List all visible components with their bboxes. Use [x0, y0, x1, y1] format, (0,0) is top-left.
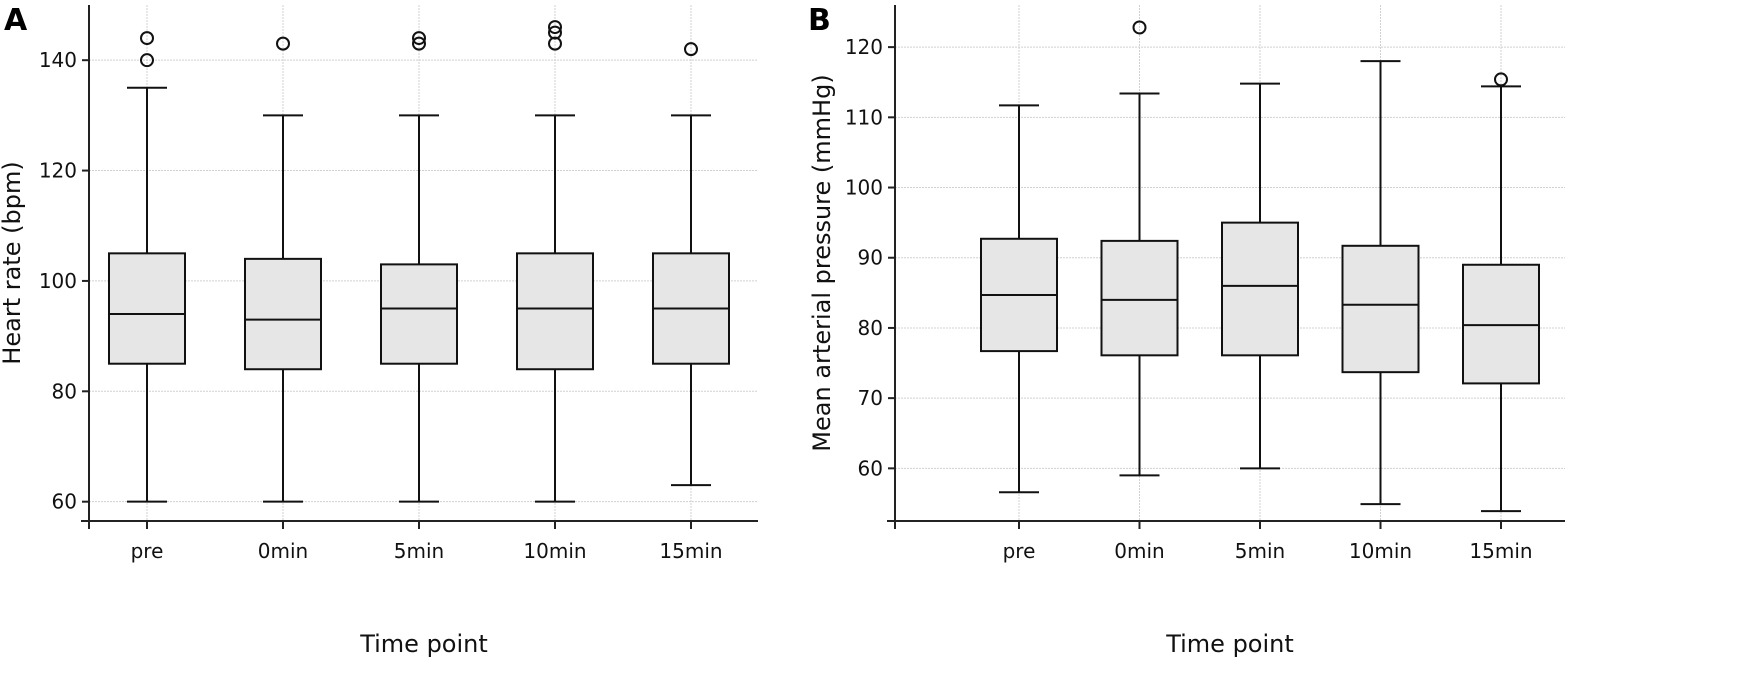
panel-b-y-tick-label: 70	[858, 386, 883, 410]
iqr-box	[108, 252, 186, 365]
panel-b-y-tick-label: 110	[845, 105, 883, 129]
panel-a-heart-rate: A Heart rate (bpm) Time point 60 80 100 120…	[0, 3, 758, 658]
panel-b-x-tick-label: pre	[1003, 539, 1036, 563]
panel-b-box-pre	[980, 104, 1058, 494]
panel-b-y-tick-label: 60	[858, 456, 883, 480]
outlier-point	[412, 31, 426, 46]
panel-a-y-tick-label: 80	[52, 379, 77, 403]
panel-b-x-tick-label: 5min	[1235, 539, 1285, 563]
outlier-point	[1132, 20, 1147, 35]
panel-a-y-axis-title: Heart rate (bpm)	[0, 161, 26, 364]
outlier-point	[140, 31, 154, 46]
panel-b-y-tick-label: 100	[845, 176, 883, 200]
panel-a-box-pre	[108, 31, 186, 503]
outlier-point	[276, 36, 290, 51]
panel-a-y-tick-label: 120	[39, 159, 77, 183]
iqr-box	[244, 257, 322, 371]
panel-a-x-tick-label: 10min	[523, 539, 586, 563]
panel-a-x-tick-label: 15min	[659, 539, 722, 563]
panel-b-box-15min	[1462, 72, 1540, 513]
panel-a-box-0min	[244, 36, 322, 503]
outlier-point	[140, 53, 154, 68]
panel-b-y-tick-label: 120	[845, 35, 883, 59]
panel-a-y-tick-label: 60	[52, 490, 77, 514]
panel-a-box-10min	[516, 20, 594, 503]
iqr-box	[516, 252, 594, 371]
panel-b-x-tick-label: 0min	[1114, 539, 1164, 563]
panel-a-letter: A	[4, 3, 28, 38]
panel-b-y-axis-title: Mean arterial pressure (mmHg)	[808, 74, 836, 451]
iqr-box	[380, 263, 458, 365]
panel-b-mean-arterial-pressure: B Mean arterial pressure (mmHg) Time poi…	[808, 3, 1565, 658]
panel-a-y-tick-label: 100	[39, 269, 77, 293]
panel-b-letter: B	[808, 3, 831, 38]
panel-b-x-axis-title: Time point	[1165, 630, 1294, 658]
iqr-box	[1462, 263, 1540, 385]
iqr-box	[1341, 244, 1420, 374]
panel-b-box-10min	[1341, 60, 1420, 506]
panel-a-box-15min	[652, 42, 730, 487]
panel-b-x-tick-label: 15min	[1469, 539, 1532, 563]
outlier-point	[1494, 72, 1508, 87]
panel-b-y-tick-label: 80	[858, 316, 883, 340]
panel-a-y-tick-label: 140	[39, 48, 77, 72]
panel-a-x-tick-label: 0min	[258, 539, 308, 563]
panel-a-x-tick-label: pre	[131, 539, 164, 563]
panel-b-box-0min	[1100, 20, 1179, 477]
outlier-point	[684, 42, 698, 57]
panel-b-x-tick-label: 10min	[1349, 539, 1412, 563]
iqr-box	[1221, 221, 1299, 357]
panel-a-x-axis-title: Time point	[359, 630, 488, 658]
panel-a-box-5min	[380, 31, 458, 503]
outlier-point	[548, 20, 562, 35]
outlier-point	[412, 36, 426, 51]
iqr-box	[1100, 239, 1179, 357]
panel-b-y-tick-label: 90	[858, 246, 883, 270]
panel-b-box-5min	[1221, 82, 1299, 470]
outlier-point	[548, 25, 562, 40]
panel-a-x-tick-label: 5min	[394, 539, 444, 563]
